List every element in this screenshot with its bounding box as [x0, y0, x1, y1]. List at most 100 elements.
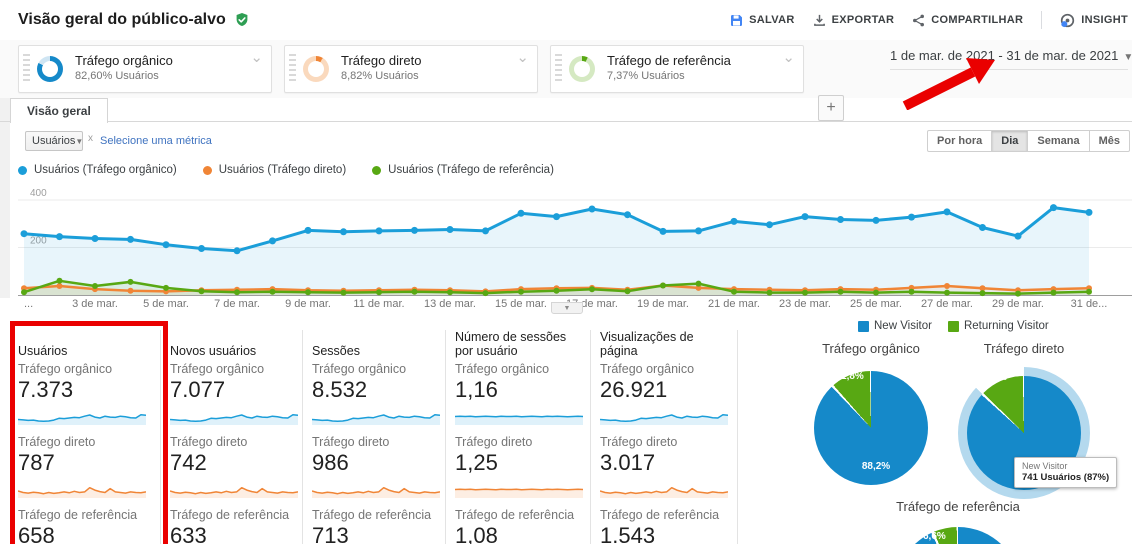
- legend-swatch-icon: [947, 320, 959, 332]
- legend-label: Usuários (Tráfego de referência): [388, 164, 554, 176]
- sparkline: [600, 413, 728, 425]
- chevron-down-icon[interactable]: ⌄: [516, 49, 529, 66]
- page-title: Visão geral do público-alvo: [18, 11, 226, 28]
- share-button[interactable]: COMPARTILHAR: [912, 14, 1023, 27]
- drag-handle-icon[interactable]: [289, 54, 296, 84]
- card-title: Usuários: [18, 344, 68, 358]
- card-metric-row: Tráfego de referência 633: [170, 508, 302, 544]
- card-metric-row: Tráfego orgânico 8.532: [312, 362, 444, 426]
- tooltip-value: 741 Usuários (87%): [1022, 472, 1110, 483]
- granularity-button-mês[interactable]: Mês: [1088, 130, 1130, 152]
- card-metric-row: Tráfego direto 787: [18, 435, 150, 499]
- chart-collapse-handle[interactable]: ▼: [551, 302, 583, 314]
- metric-value: 633: [170, 523, 207, 544]
- svg-text:200: 200: [30, 236, 47, 247]
- segment-chip-text: Tráfego direto 8,82% Usuários: [341, 53, 421, 83]
- metric-label: Tráfego orgânico: [170, 362, 265, 376]
- legend-item[interactable]: Usuários (Tráfego orgânico): [18, 164, 177, 176]
- pie-tooltip: New Visitor 741 Usuários (87%): [1014, 457, 1118, 488]
- metric-label: Tráfego de referência: [600, 508, 720, 522]
- card-divider: [302, 330, 303, 544]
- metric-label: Tráfego direto: [455, 435, 533, 449]
- save-icon: [730, 14, 743, 27]
- insights-button[interactable]: INSIGHT: [1060, 13, 1128, 28]
- pie-returning-label: 6,6%: [923, 531, 946, 542]
- chevron-down-icon: ▼: [1123, 52, 1132, 63]
- legend-dot-icon: [372, 165, 382, 175]
- granularity-button-dia[interactable]: Dia: [991, 130, 1029, 152]
- legend-dot-icon: [202, 165, 212, 175]
- sparkline: [170, 486, 298, 498]
- segment-subtitle: 8,82% Usuários: [341, 70, 419, 82]
- granularity-button-semana[interactable]: Semana: [1027, 130, 1090, 152]
- x-tick-label: 9 de mar.: [285, 298, 331, 310]
- card-metric-row: Tráfego direto 742: [170, 435, 302, 499]
- granularity-toggle: Por hora Dia Semana Mês: [927, 130, 1130, 152]
- x-tick-label: 11 de mar.: [353, 298, 405, 310]
- card-metric-row: Tráfego direto 3.017: [600, 435, 734, 499]
- card-metric-row: Tráfego direto 986: [312, 435, 444, 499]
- x-tick-label: 13 de mar.: [424, 298, 476, 310]
- card-title: Visualizações de página: [600, 330, 694, 358]
- card-metric-row: Tráfego de referência 1,08: [455, 508, 587, 544]
- insights-icon: [1060, 13, 1075, 28]
- sparkline: [170, 413, 298, 425]
- metric-value: 787: [18, 450, 55, 475]
- tab-bar: Visão geral: [0, 98, 1132, 123]
- x-tick-label: 19 de mar.: [637, 298, 689, 310]
- metric-dropdown[interactable]: Usuários ▼: [25, 131, 83, 151]
- sparkline: [18, 413, 146, 425]
- pie-title: Tráfego orgânico: [822, 341, 920, 356]
- toolbar-divider: [1041, 11, 1043, 29]
- pie-chart-1[interactable]: 11,8% 88,2%: [814, 371, 928, 485]
- remove-metric-x[interactable]: x: [88, 133, 93, 144]
- x-tick-label: 21 de mar.: [708, 298, 760, 310]
- legend-dot-icon: [18, 165, 27, 175]
- granularity-button-por-hora[interactable]: Por hora: [927, 130, 993, 152]
- segment-chip-3[interactable]: Tráfego de referência 7,37% Usuários ⌄: [550, 45, 804, 93]
- x-tick-label: 7 de mar.: [214, 298, 260, 310]
- segment-donut-icon: [37, 56, 63, 82]
- metric-value: 1,16: [455, 377, 498, 402]
- x-tick-label: 27 de mar.: [921, 298, 973, 310]
- page-gutter: [0, 40, 10, 298]
- metric-value: 986: [312, 450, 349, 475]
- tab-visao-geral[interactable]: Visão geral: [10, 98, 108, 123]
- card-divider: [590, 330, 591, 544]
- svg-text:400: 400: [30, 188, 47, 199]
- card-metric-row: Tráfego de referência 658: [18, 508, 150, 544]
- segment-chip-2[interactable]: Tráfego direto 8,82% Usuários ⌄: [284, 45, 538, 93]
- x-tick-label: ...: [24, 298, 34, 310]
- metric-label: Tráfego de referência: [170, 508, 290, 522]
- metric-value: 742: [170, 450, 207, 475]
- add-segment-button[interactable]: +: [818, 95, 844, 121]
- export-button[interactable]: EXPORTAR: [813, 14, 895, 27]
- share-icon: [912, 14, 925, 27]
- card-title: Novos usuários: [170, 344, 257, 358]
- chevron-down-icon[interactable]: ⌄: [250, 49, 263, 66]
- x-tick-label: 15 de mar.: [495, 298, 547, 310]
- metric-value: 658: [18, 523, 55, 544]
- legend-swatch-icon: [858, 320, 869, 332]
- segment-donut-icon: [303, 56, 329, 82]
- chevron-down-icon[interactable]: ⌄: [782, 49, 795, 66]
- pie-legend-item: Returning Visitor: [947, 320, 1049, 332]
- legend-item[interactable]: Usuários (Tráfego de referência): [372, 164, 554, 176]
- drag-handle-icon[interactable]: [23, 54, 30, 84]
- sparkline: [312, 486, 440, 498]
- card-title: Número de sessões por usuário: [455, 330, 567, 358]
- pie-new-label: 88,2%: [861, 461, 891, 472]
- pie-title: Tráfego direto: [983, 341, 1065, 356]
- legend-item[interactable]: Usuários (Tráfego direto): [202, 164, 346, 176]
- date-range-selector[interactable]: 1 de mar. de 2021 - 31 de mar. de 2021 ▼: [890, 48, 1132, 70]
- select-metric-link[interactable]: Selecione uma métrica: [100, 135, 212, 147]
- save-button[interactable]: SALVAR: [730, 14, 794, 27]
- drag-handle-icon[interactable]: [555, 54, 562, 84]
- x-tick-label: 5 de mar.: [143, 298, 189, 310]
- date-range-text: 1 de mar. de 2021 - 31 de mar. de 2021: [890, 48, 1119, 63]
- pie-returning-label: 11,8%: [836, 371, 864, 382]
- segment-chip-1[interactable]: Tráfego orgânico 82,60% Usuários ⌄: [18, 45, 272, 93]
- summary-card-1: Usuários Tráfego orgânico 7.373 Tráfego dir…: [18, 330, 150, 544]
- metric-value: 1,08: [455, 523, 498, 544]
